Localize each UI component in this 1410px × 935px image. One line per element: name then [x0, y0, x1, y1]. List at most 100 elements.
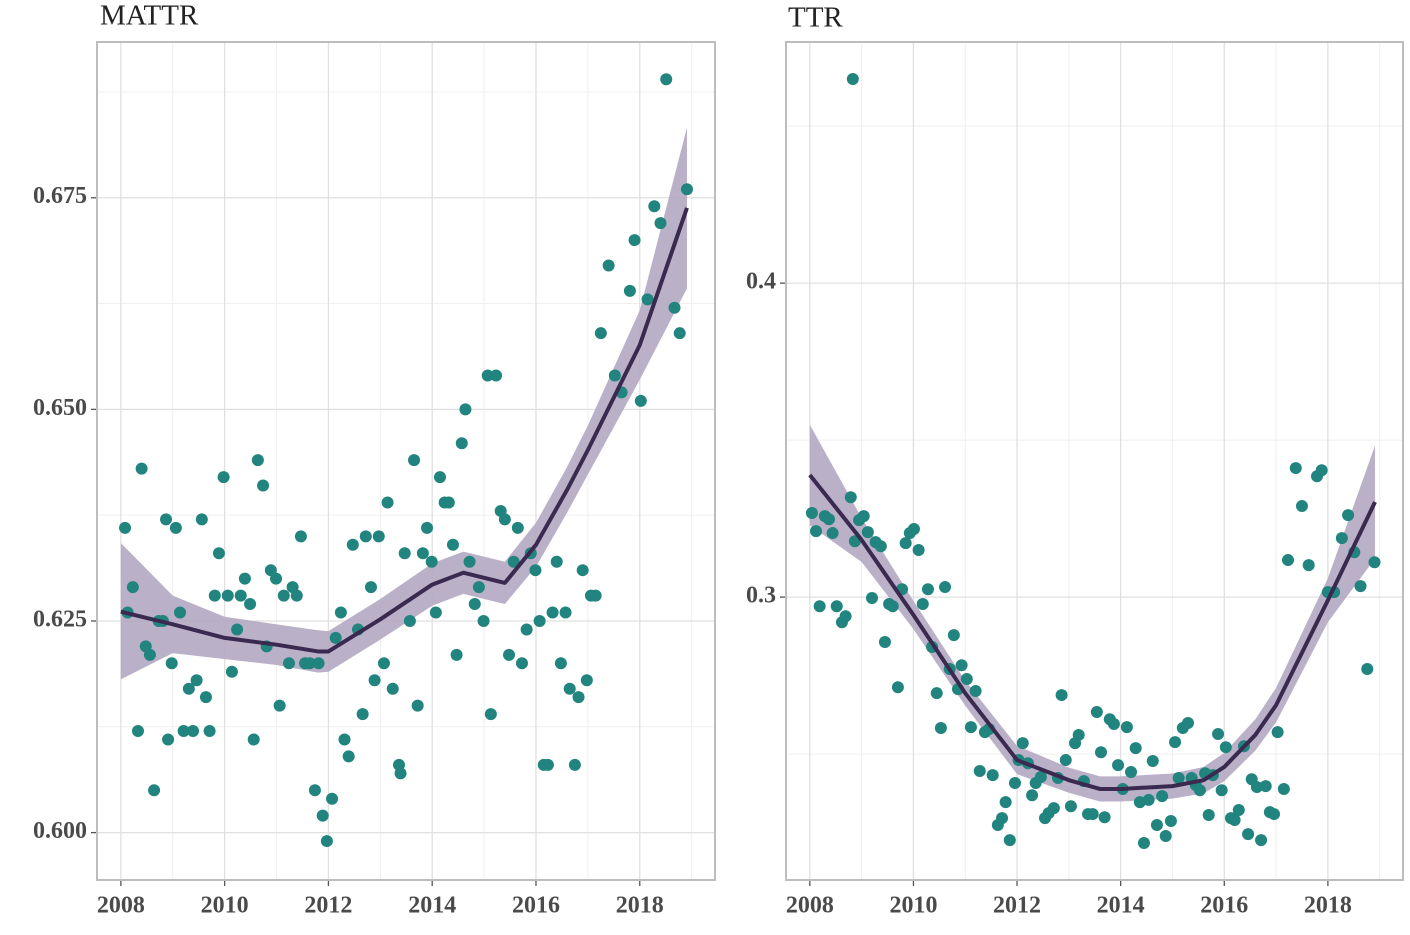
point	[364, 581, 377, 594]
point	[1271, 726, 1284, 739]
x-tick-label: 2016	[1200, 893, 1248, 919]
point	[119, 521, 132, 534]
point	[1215, 784, 1228, 797]
point	[874, 540, 887, 553]
point	[1368, 556, 1381, 569]
point	[934, 722, 947, 735]
point	[1212, 728, 1225, 741]
point	[416, 547, 429, 560]
point	[921, 583, 934, 596]
point	[1250, 781, 1263, 794]
x-tick-label: 2010	[201, 893, 249, 919]
point	[986, 769, 999, 782]
point	[1277, 782, 1290, 795]
point	[174, 606, 187, 619]
point	[996, 812, 1009, 825]
point	[810, 525, 823, 538]
point	[826, 527, 839, 540]
y-tick-label: 0.650	[33, 395, 87, 421]
point	[1354, 580, 1367, 593]
point	[212, 547, 225, 560]
panel-border	[96, 41, 716, 881]
point	[529, 564, 542, 577]
point	[190, 674, 203, 687]
point	[463, 555, 476, 568]
point	[1281, 554, 1294, 567]
x-tick-label: 2010	[889, 893, 937, 919]
point	[568, 758, 581, 771]
point	[541, 758, 554, 771]
point	[550, 555, 563, 568]
point	[1125, 765, 1138, 778]
point	[334, 606, 347, 619]
point	[148, 784, 161, 797]
point	[217, 471, 230, 484]
point	[623, 284, 636, 297]
point	[660, 73, 673, 86]
point	[312, 657, 325, 670]
point	[580, 674, 593, 687]
smooth-line	[120, 207, 689, 654]
point	[372, 530, 385, 543]
point	[135, 462, 148, 475]
point	[572, 691, 585, 704]
point	[1112, 759, 1125, 772]
point	[221, 589, 234, 602]
point	[490, 369, 503, 382]
point	[1219, 741, 1232, 754]
panel-border	[785, 41, 1404, 881]
point	[294, 530, 307, 543]
point	[1156, 790, 1169, 803]
point	[231, 623, 244, 636]
point	[673, 327, 686, 340]
point	[907, 522, 920, 535]
point	[408, 454, 421, 467]
point	[277, 589, 290, 602]
point	[484, 708, 497, 721]
x-tick-label: 2014	[1097, 893, 1145, 919]
point	[1228, 814, 1241, 827]
x-tick-label: 2018	[1304, 893, 1352, 919]
point	[455, 437, 468, 450]
point	[165, 657, 178, 670]
point	[559, 606, 572, 619]
point	[425, 555, 438, 568]
point	[1055, 689, 1068, 702]
y-tick-label: 0.625	[33, 606, 87, 632]
y-tick-label: 0.4	[746, 269, 776, 295]
point	[356, 708, 369, 721]
point	[1016, 737, 1029, 750]
point	[1302, 559, 1315, 572]
point	[939, 581, 952, 594]
point	[503, 648, 515, 661]
point	[955, 659, 968, 672]
point	[1289, 462, 1302, 475]
point	[182, 682, 195, 695]
point	[1164, 814, 1177, 827]
x-tick-label: 2008	[786, 893, 834, 919]
point	[1137, 836, 1150, 849]
point	[225, 665, 238, 678]
point	[507, 555, 520, 568]
point	[326, 792, 339, 805]
point	[1047, 802, 1060, 815]
point	[433, 471, 446, 484]
point	[1120, 721, 1133, 734]
point	[576, 564, 589, 577]
point	[342, 750, 355, 763]
point	[999, 796, 1012, 809]
point	[446, 538, 459, 551]
point	[247, 733, 260, 746]
point	[251, 454, 264, 467]
point	[244, 598, 257, 611]
point	[1295, 500, 1308, 513]
point	[805, 506, 818, 519]
point	[554, 657, 567, 670]
point	[1146, 755, 1159, 768]
point	[1361, 663, 1374, 676]
point	[1169, 736, 1182, 749]
point	[1202, 809, 1215, 822]
point	[594, 327, 607, 340]
point	[1059, 754, 1072, 767]
point	[608, 369, 621, 382]
